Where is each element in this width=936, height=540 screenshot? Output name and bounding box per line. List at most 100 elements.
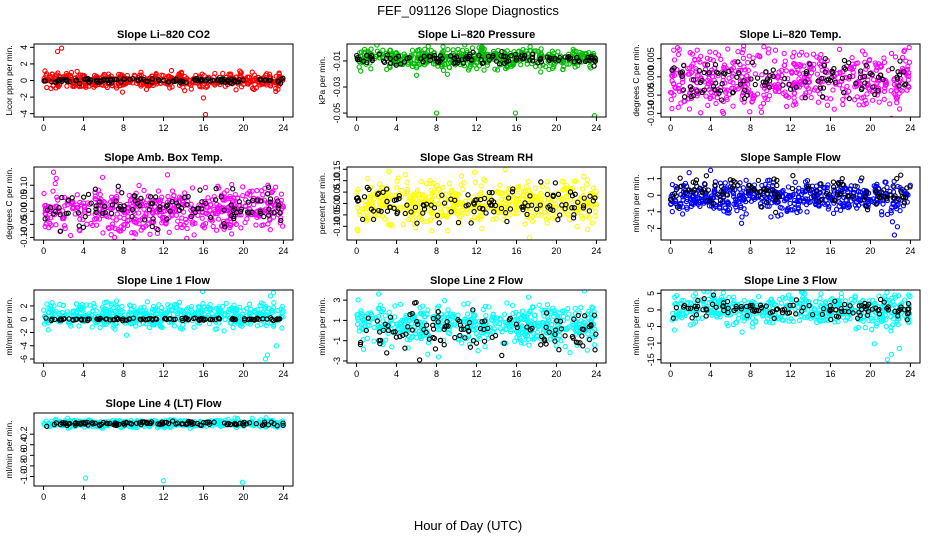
data-point-subset (891, 195, 898, 201)
data-point-subset (880, 193, 886, 200)
data-point-all (586, 215, 592, 221)
data-point-all (212, 326, 218, 332)
data-point-all (849, 55, 855, 61)
data-point-subset (503, 210, 509, 216)
data-point-all (47, 220, 53, 227)
data-point-all (155, 188, 162, 194)
data-point-all (48, 215, 54, 221)
data-point-all (567, 349, 573, 356)
data-point-subset (847, 74, 853, 80)
data-point-all (184, 225, 190, 232)
data-point-all (462, 316, 468, 323)
y-tick-label: 0.05 (19, 190, 29, 208)
data-point-all (109, 221, 116, 227)
data-point-all (795, 67, 801, 73)
data-point-subset (688, 87, 694, 93)
x-tick-label: 12 (471, 123, 481, 133)
data-point-all (519, 197, 526, 203)
data-point-subset (121, 206, 127, 213)
data-point-subset (244, 209, 251, 215)
data-point-all (906, 84, 912, 90)
data-point-subset (491, 209, 497, 215)
data-point-subset (504, 218, 510, 225)
data-point-all (53, 222, 59, 228)
data-point-all (260, 192, 266, 198)
data-point-all (854, 83, 860, 89)
data-point-all (881, 96, 887, 102)
data-point-subset (896, 83, 902, 89)
data-point-subset (57, 228, 64, 234)
data-point-all (878, 63, 885, 70)
y-tick-label: 0 (19, 317, 29, 322)
y-tick-label: -0.005 (646, 82, 656, 108)
data-point-subset (850, 193, 856, 200)
data-point-all (363, 198, 369, 204)
data-point-subset (76, 223, 82, 229)
data-point-subset (754, 75, 761, 81)
data-point-subset (787, 86, 794, 92)
data-point-subset (735, 182, 741, 188)
data-point-all (243, 305, 250, 312)
y-tick-label: -0.05 (332, 103, 342, 124)
data-point-all (246, 301, 253, 307)
data-point-all (425, 307, 431, 313)
data-point-subset (370, 216, 377, 222)
data-point-all (441, 297, 448, 304)
data-point-subset (169, 198, 175, 205)
data-point-subset (236, 199, 242, 205)
data-point-subset (380, 58, 387, 64)
data-point-subset (278, 217, 284, 224)
data-point-subset (465, 192, 471, 198)
data-point-all (731, 193, 737, 200)
data-point-all (811, 189, 817, 195)
data-point-subset (742, 87, 748, 93)
data-point-subset (236, 77, 242, 83)
data-point-subset (805, 183, 812, 189)
data-point-all (191, 232, 197, 238)
data-point-all (510, 210, 516, 216)
data-point-all (147, 231, 153, 237)
data-point-all (149, 208, 156, 214)
data-point-subset (807, 61, 813, 67)
data-point-all (242, 219, 248, 226)
data-point-subset (862, 80, 868, 86)
data-point-all (51, 303, 57, 309)
data-point-all (671, 81, 677, 87)
data-point-all (197, 83, 203, 90)
data-point-all (669, 181, 676, 188)
data-point-all (435, 303, 442, 309)
data-point-all (544, 302, 551, 308)
y-tick-label: 0.10 (19, 176, 29, 194)
data-point-all (477, 212, 483, 219)
data-point-subset (60, 316, 67, 322)
data-point-all (688, 70, 694, 76)
data-point-all (229, 181, 235, 188)
data-point-all (561, 308, 567, 314)
data-point-subset (862, 194, 869, 200)
data-point-all (214, 204, 220, 211)
data-point-subset (574, 54, 580, 61)
data-point-all (461, 180, 467, 186)
data-point-all (447, 59, 454, 65)
data-point-all (168, 307, 175, 313)
data-point-subset (701, 69, 707, 76)
data-point-all (876, 99, 882, 105)
data-point-subset (280, 75, 286, 81)
data-point-all (707, 56, 713, 63)
data-point-subset (898, 188, 904, 194)
data-point-subset (852, 183, 858, 189)
data-point-subset (524, 211, 530, 218)
x-tick-label: 0 (41, 369, 46, 379)
data-point-subset (378, 208, 384, 214)
data-point-subset (261, 213, 267, 220)
data-point-all (840, 101, 846, 108)
panel-4: Slope Amb. Box Temp.0 4 8 12 16 20 24-0.10-0.0… (4, 152, 294, 256)
data-point-all (772, 47, 779, 53)
data-point-subset (571, 59, 577, 65)
data-point-subset (715, 70, 721, 76)
data-point-subset (188, 213, 195, 220)
data-point-all (158, 309, 165, 315)
data-point-all (791, 205, 798, 212)
data-point-all (702, 193, 709, 199)
data-point-subset (507, 206, 514, 212)
